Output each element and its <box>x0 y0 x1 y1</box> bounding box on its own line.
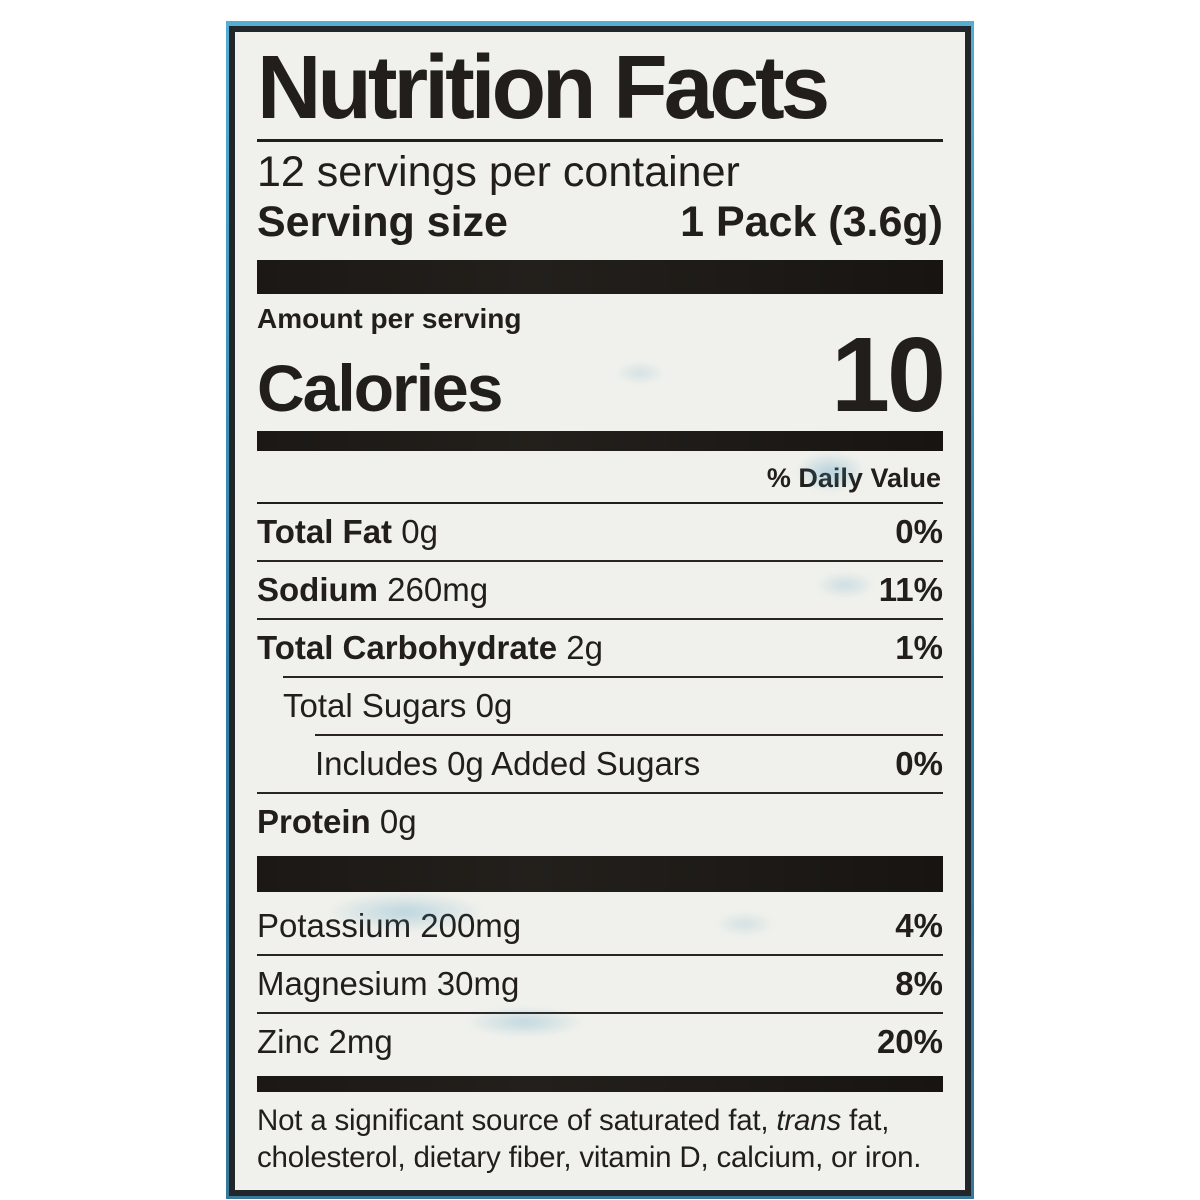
title-divider <box>257 139 943 143</box>
calories-value: 10 <box>831 315 946 434</box>
nutrient-name-amount: Sodium 260mg <box>257 571 489 609</box>
nutrition-facts-label: Nutrition Facts 12 servings per containe… <box>229 26 971 1197</box>
calories-label: Calories <box>257 350 503 425</box>
nutrient-name-amount: Protein 0g <box>257 802 417 840</box>
nutrient-row-total-fat: Total Fat 0g 0% <box>257 504 943 560</box>
serving-size-label: Serving size <box>257 198 508 247</box>
nutrient-row-protein: Protein 0g <box>257 791 943 850</box>
thick-separator-minerals <box>257 855 943 892</box>
footnote-italic-trans: trans <box>776 1103 841 1137</box>
mineral-name-amount: Potassium 200mg <box>257 906 522 944</box>
package-edge: Nutrition Facts 12 servings per containe… <box>226 21 974 1200</box>
serving-size-value: 1 Pack (3.6g) <box>680 198 943 247</box>
mineral-daily-value: 8% <box>895 964 943 1002</box>
nutrient-daily-value: 11% <box>878 571 943 609</box>
label-title: Nutrition Facts <box>257 38 830 138</box>
amount-per-serving-label: Amount per serving <box>257 302 522 334</box>
footnote-text: Not a significant source of saturated fa… <box>257 1103 777 1137</box>
servings-per-container: 12 servings per container <box>257 148 740 197</box>
mineral-name-amount: Zinc 2mg <box>257 1022 393 1060</box>
nutrient-name-amount: Includes 0g Added Sugars <box>315 745 701 782</box>
nutrient-row-total-sugars: Total Sugars 0g <box>283 676 943 734</box>
nutrient-daily-value: 0% <box>895 745 943 782</box>
mineral-row-zinc: Zinc 2mg 20% <box>257 1011 943 1070</box>
calories-row: Calories 10 <box>257 315 946 434</box>
footnote-text: fat, cholesterol, dietary fiber, vitamin… <box>257 1103 922 1174</box>
medium-separator-footnote <box>257 1075 943 1092</box>
serving-size-row: Serving size 1 Pack (3.6g) <box>257 198 943 246</box>
nutrient-daily-value: 0% <box>895 513 943 551</box>
nutrient-daily-value: 1% <box>895 629 943 667</box>
footnote: Not a significant source of saturated fa… <box>257 1102 943 1176</box>
mineral-daily-value: 20% <box>876 1022 943 1060</box>
nutrient-row-total-carbohydrate: Total Carbohydrate 2g 1% <box>257 618 943 676</box>
thick-separator-top <box>257 259 943 294</box>
nutrient-name-amount: Total Fat 0g <box>257 513 438 551</box>
daily-value-header: % Daily Value <box>257 451 943 505</box>
nutrient-name-amount: Total Carbohydrate 2g <box>257 629 603 667</box>
nutrient-name-amount: Total Sugars 0g <box>283 687 513 725</box>
mineral-name-amount: Magnesium 30mg <box>257 964 520 1002</box>
mineral-row-magnesium: Magnesium 30mg 8% <box>257 953 943 1012</box>
nutrient-row-added-sugars: Includes 0g Added Sugars 0% <box>315 734 943 792</box>
mineral-row-potassium: Potassium 200mg 4% <box>257 898 943 954</box>
medium-separator-calories <box>257 431 943 452</box>
nutrient-row-sodium: Sodium 260mg 11% <box>257 560 943 618</box>
mineral-daily-value: 4% <box>895 906 943 944</box>
